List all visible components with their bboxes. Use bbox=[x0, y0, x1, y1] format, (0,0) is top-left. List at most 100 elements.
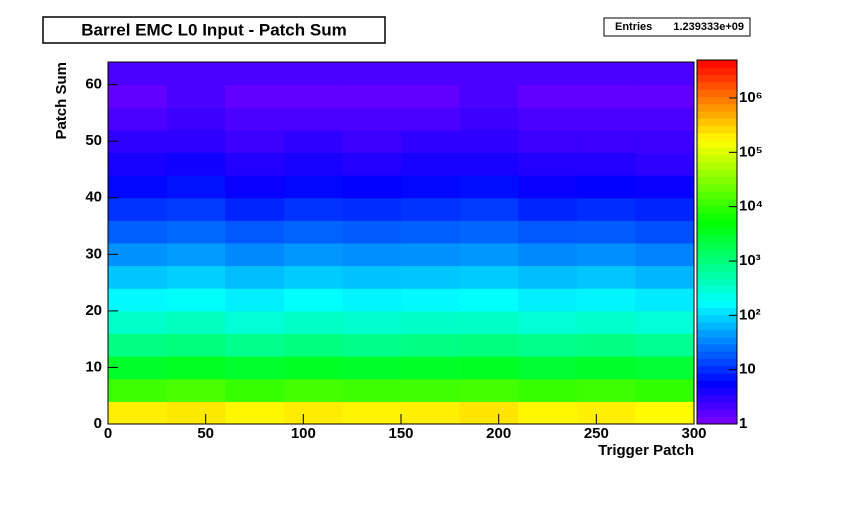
palette-swatch bbox=[697, 132, 737, 141]
palette-swatch bbox=[697, 140, 737, 148]
heatmap-cell bbox=[225, 356, 285, 380]
heatmap-cell bbox=[108, 175, 168, 199]
heatmap-cell bbox=[635, 84, 695, 108]
heatmap-cell bbox=[166, 310, 226, 334]
heatmap-cell bbox=[342, 197, 402, 221]
heatmap-cell bbox=[342, 288, 402, 312]
palette-swatch bbox=[697, 285, 737, 294]
palette-swatch bbox=[697, 314, 737, 323]
heatmap-cell bbox=[459, 220, 519, 244]
y-tick-label: 60 bbox=[85, 76, 102, 93]
heatmap-cell bbox=[576, 356, 636, 380]
palette-swatch bbox=[697, 278, 737, 287]
heatmap-cell bbox=[576, 288, 636, 312]
heatmap-cell bbox=[518, 243, 578, 267]
heatmap-cell bbox=[401, 378, 461, 402]
heatmap-cell bbox=[283, 84, 343, 108]
heatmap-cell bbox=[166, 265, 226, 289]
heatmap-cell bbox=[166, 197, 226, 221]
heatmap-cell bbox=[459, 197, 519, 221]
heatmap-cell bbox=[518, 265, 578, 289]
z-tick-label: 10 bbox=[739, 361, 756, 378]
palette-swatch bbox=[697, 380, 737, 389]
heatmap-cell bbox=[576, 220, 636, 244]
heatmap-cell bbox=[401, 107, 461, 131]
palette-swatch bbox=[697, 271, 737, 279]
x-axis-title: Trigger Patch bbox=[598, 442, 694, 459]
stats-label: Entries bbox=[615, 21, 652, 33]
palette-swatch bbox=[697, 351, 737, 359]
x-tick-label: 300 bbox=[681, 425, 706, 442]
palette-swatch bbox=[697, 402, 737, 410]
palette-swatch bbox=[697, 220, 737, 228]
heatmap-cell bbox=[518, 152, 578, 176]
heatmap-cell bbox=[283, 243, 343, 267]
heatmap-cell bbox=[225, 378, 285, 402]
heatmap-cell bbox=[108, 62, 168, 86]
heatmap-cell bbox=[401, 129, 461, 153]
heatmap-cell bbox=[108, 265, 168, 289]
heatmap-cell bbox=[166, 356, 226, 380]
heatmap-cell bbox=[518, 288, 578, 312]
palette-swatch bbox=[697, 176, 737, 185]
heatmap-cell bbox=[225, 84, 285, 108]
heatmap-cell bbox=[342, 62, 402, 86]
heatmap-cell bbox=[459, 288, 519, 312]
x-tick-label: 100 bbox=[291, 425, 316, 442]
heatmap-cell bbox=[459, 152, 519, 176]
heatmap-cell bbox=[635, 288, 695, 312]
heatmap-cell bbox=[108, 243, 168, 267]
heatmap-cell bbox=[342, 220, 402, 244]
y-axis-title: Patch Sum bbox=[53, 62, 70, 140]
heatmap-cell bbox=[635, 62, 695, 86]
title-box bbox=[42, 16, 386, 44]
palette-swatch bbox=[697, 118, 737, 127]
z-tick-label: 10⁶ bbox=[739, 89, 763, 106]
heatmap-cell bbox=[459, 129, 519, 153]
palette-swatch bbox=[697, 336, 737, 345]
heatmap-cell bbox=[576, 333, 636, 357]
heatmap-cell bbox=[635, 243, 695, 267]
palette-swatch bbox=[697, 161, 737, 170]
heatmap-cell bbox=[166, 333, 226, 357]
heatmap-cell bbox=[225, 401, 285, 425]
palette-swatch bbox=[697, 234, 737, 243]
y-tick-label: 50 bbox=[85, 132, 102, 149]
heatmap-cell bbox=[225, 265, 285, 289]
palette-swatch bbox=[697, 125, 737, 134]
heatmap-cell bbox=[342, 333, 402, 357]
heatmap-cell bbox=[283, 152, 343, 176]
heatmap-cell bbox=[108, 288, 168, 312]
heatmap-cell bbox=[459, 175, 519, 199]
heatmap-cell bbox=[459, 243, 519, 267]
heatmap-cell bbox=[576, 310, 636, 334]
heatmap-cell bbox=[283, 333, 343, 357]
palette-swatch bbox=[697, 191, 737, 199]
heatmap-cell bbox=[576, 243, 636, 267]
heatmap-cell bbox=[283, 401, 343, 425]
palette-swatch bbox=[697, 169, 737, 177]
z-tick-label: 10² bbox=[739, 306, 761, 323]
heatmap-cell bbox=[401, 84, 461, 108]
heatmap-cell bbox=[518, 333, 578, 357]
heatmap-cell bbox=[401, 333, 461, 357]
palette-swatch bbox=[697, 322, 737, 330]
heatmap-cell bbox=[166, 62, 226, 86]
heatmap-cell bbox=[459, 84, 519, 108]
palette-swatch bbox=[697, 67, 737, 76]
palette-swatch bbox=[697, 394, 737, 403]
heatmap-cell bbox=[518, 356, 578, 380]
heatmap-cell bbox=[166, 152, 226, 176]
heatmap-cell bbox=[576, 265, 636, 289]
heatmap-cell bbox=[342, 84, 402, 108]
heatmap-cell bbox=[108, 310, 168, 334]
heatmap-cell bbox=[108, 401, 168, 425]
heatmap-cell bbox=[401, 175, 461, 199]
palette-swatch bbox=[697, 292, 737, 301]
heatmap-cell bbox=[283, 62, 343, 86]
heatmap-cell bbox=[342, 243, 402, 267]
palette-swatch bbox=[697, 89, 737, 97]
heatmap-cell bbox=[401, 265, 461, 289]
heatmap-cell bbox=[342, 265, 402, 289]
x-tick-label: 250 bbox=[584, 425, 609, 442]
